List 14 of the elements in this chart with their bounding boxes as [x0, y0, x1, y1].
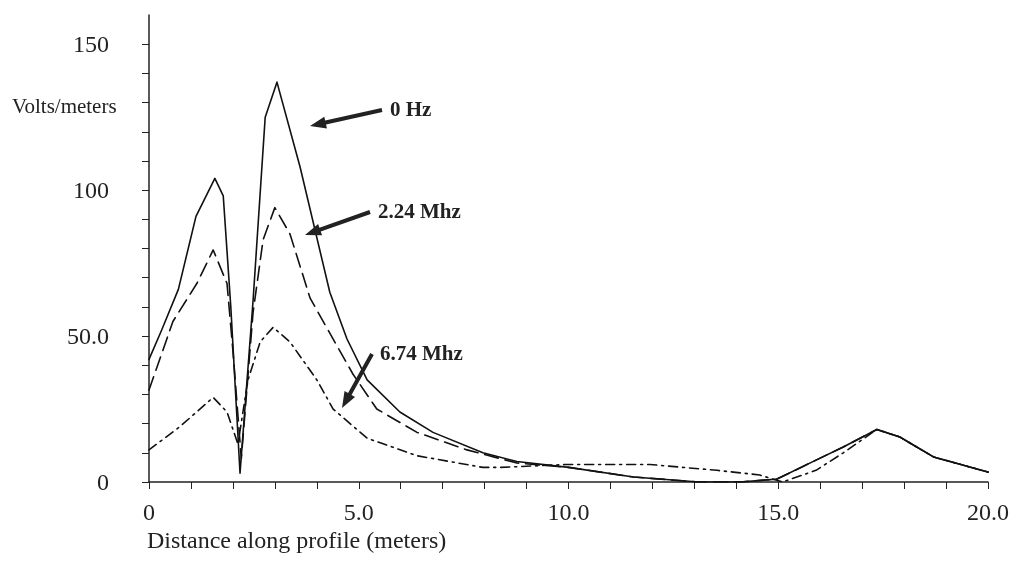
x-tick-label: 20.0	[967, 499, 1009, 525]
annotation: 0 Hz	[390, 97, 432, 121]
x-tick-label: 10.0	[547, 499, 590, 525]
y-tick-label: 150	[73, 31, 109, 58]
annotation: 6.74 Mhz	[380, 341, 463, 365]
x-tick-label: 5.0	[343, 499, 374, 525]
y-tick-label: 50.0	[67, 323, 109, 350]
x-axis-title: Distance along profile (meters)	[147, 527, 447, 553]
y-tick-label: 100	[73, 177, 109, 204]
y-axis-title: Volts/meters	[12, 93, 117, 118]
annotation: 2.24 Mhz	[378, 199, 461, 223]
x-tick-label: 15.0	[757, 499, 800, 525]
x-tick-label: 0	[143, 499, 155, 525]
y-tick-label: 0	[97, 469, 109, 495]
